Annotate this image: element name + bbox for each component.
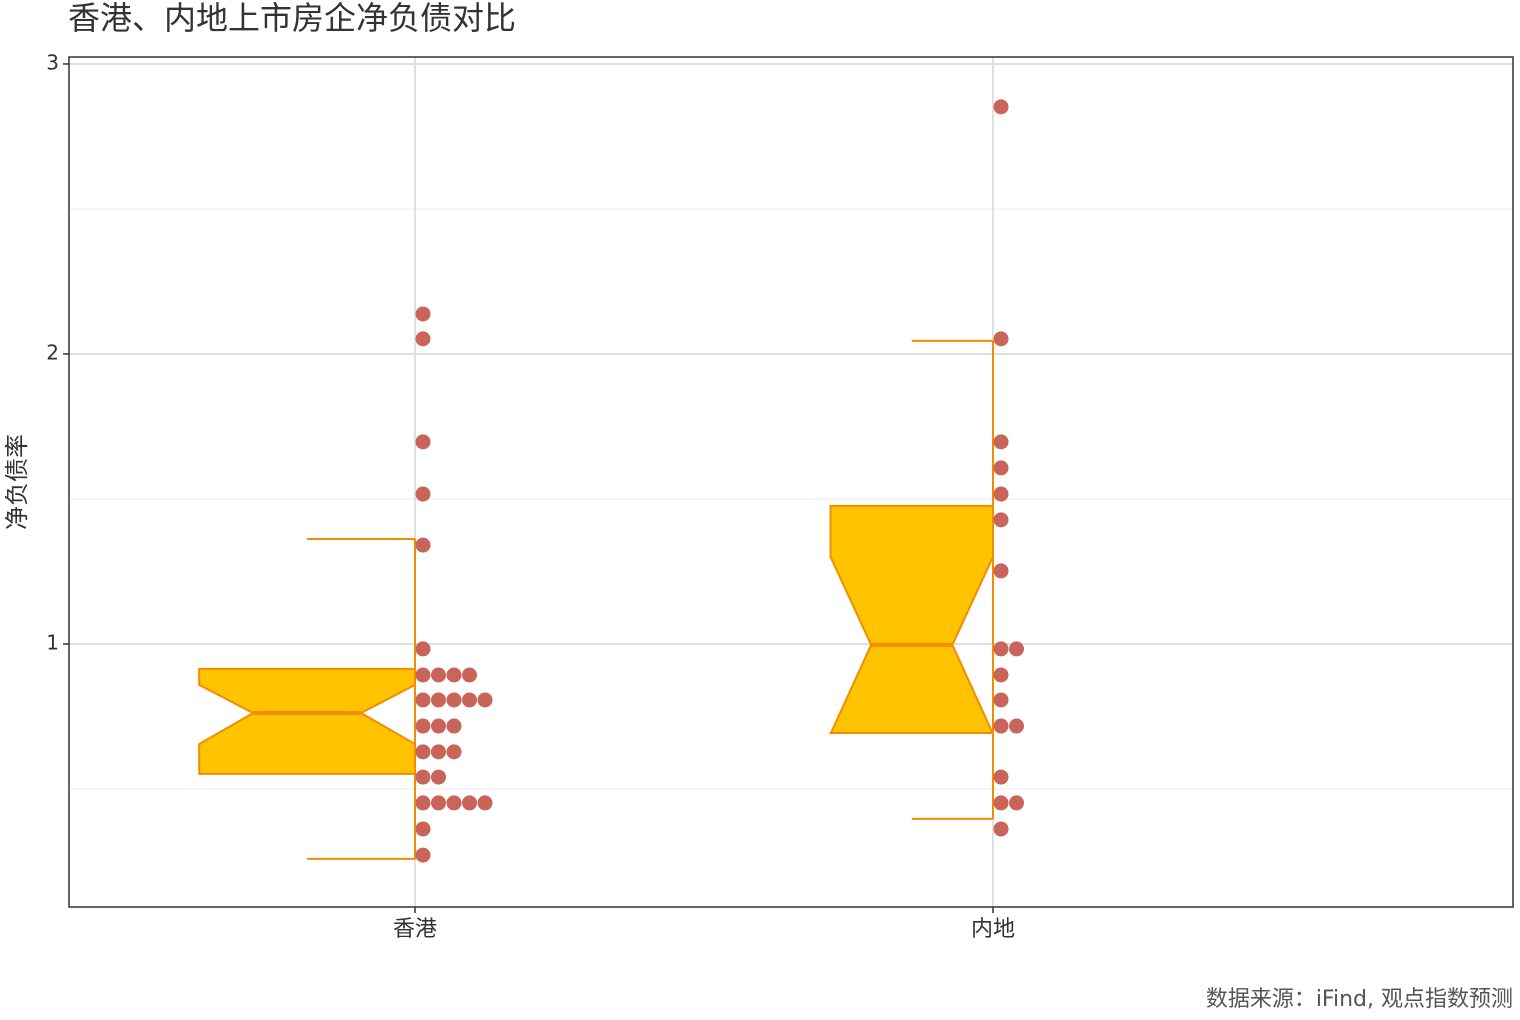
box xyxy=(198,667,416,775)
dot xyxy=(993,667,1009,683)
dot xyxy=(415,306,431,322)
x-tick-label: 内地 xyxy=(971,917,1015,942)
dot xyxy=(431,718,446,734)
dot xyxy=(415,641,431,657)
dot xyxy=(993,718,1009,734)
dot xyxy=(993,512,1009,528)
dot xyxy=(1009,718,1024,734)
dot xyxy=(477,692,493,708)
dot xyxy=(462,667,477,683)
dot xyxy=(446,667,462,683)
dot xyxy=(415,537,431,553)
dot xyxy=(993,692,1009,708)
dot xyxy=(993,641,1009,657)
dot xyxy=(415,821,431,837)
dot xyxy=(415,847,431,863)
dot xyxy=(993,331,1009,347)
dot xyxy=(993,795,1009,811)
dot xyxy=(993,99,1009,115)
dot xyxy=(415,795,431,811)
dot xyxy=(415,331,431,347)
dot xyxy=(415,486,431,502)
dot xyxy=(415,692,431,708)
dot xyxy=(415,718,431,734)
dot xyxy=(462,795,477,811)
y-axis-label: 净负债率 xyxy=(3,434,31,530)
dot xyxy=(993,486,1009,502)
dot xyxy=(431,769,446,785)
dot xyxy=(462,692,477,708)
chart-title: 香港、内地上市房企净负债对比 xyxy=(68,0,516,37)
y-tick-label: 3 xyxy=(46,50,59,74)
dot xyxy=(415,434,431,450)
caption: 数据来源：iFind, 观点指数预测 xyxy=(1206,987,1513,1012)
dot xyxy=(431,667,446,683)
dot xyxy=(1009,795,1024,811)
dot xyxy=(415,744,431,760)
dot xyxy=(1009,641,1024,657)
box xyxy=(829,504,994,735)
y-tick-label: 1 xyxy=(46,630,59,654)
dot xyxy=(993,434,1009,450)
plot-border xyxy=(68,56,1514,908)
dot xyxy=(993,821,1009,837)
dot xyxy=(415,667,431,683)
dot xyxy=(431,692,446,708)
dot xyxy=(446,795,462,811)
dot xyxy=(415,769,431,785)
dot xyxy=(446,744,462,760)
dot xyxy=(431,795,446,811)
dot xyxy=(431,744,446,760)
y-tick-label: 2 xyxy=(46,340,59,364)
x-tick-label: 香港 xyxy=(393,917,437,942)
dot xyxy=(993,460,1009,476)
dot xyxy=(446,718,462,734)
dot xyxy=(477,795,493,811)
dot xyxy=(993,563,1009,579)
dot xyxy=(446,692,462,708)
dot xyxy=(993,769,1009,785)
